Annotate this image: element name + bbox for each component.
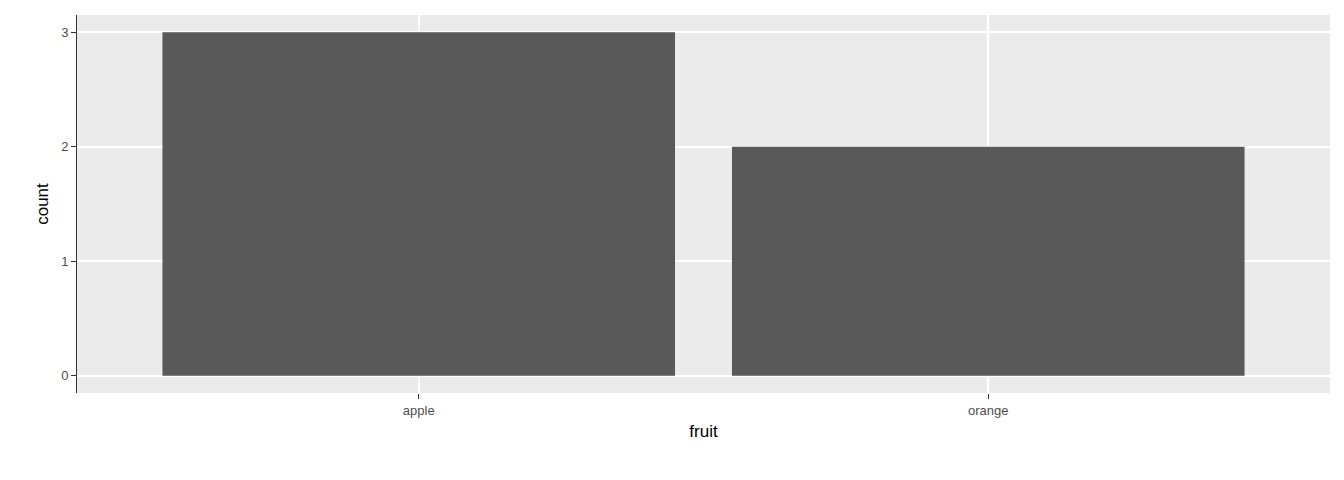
svg-text:1: 1 — [61, 254, 68, 269]
svg-text:fruit: fruit — [689, 422, 718, 441]
svg-text:apple: apple — [403, 403, 435, 418]
svg-text:3: 3 — [61, 25, 68, 40]
svg-text:orange: orange — [968, 403, 1008, 418]
svg-text:0: 0 — [61, 368, 68, 383]
svg-text:count: count — [33, 183, 52, 225]
svg-text:2: 2 — [61, 139, 68, 154]
